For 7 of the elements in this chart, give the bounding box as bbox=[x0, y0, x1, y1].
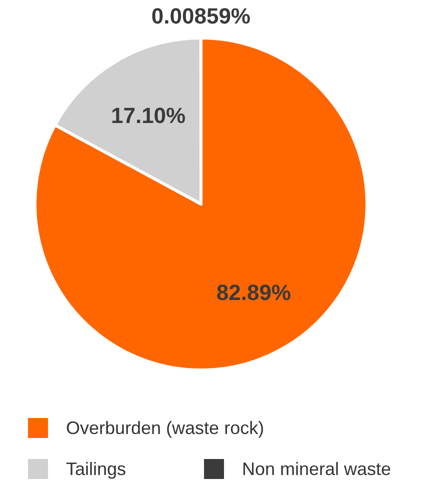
pie-slice bbox=[34, 36, 368, 372]
data-label: 82.89% bbox=[216, 280, 292, 305]
data-label: 0.00859% bbox=[151, 4, 250, 28]
data-label: 17.10% bbox=[110, 103, 186, 128]
legend-label: Non mineral waste bbox=[242, 459, 392, 479]
legend-label: Tailings bbox=[66, 459, 126, 479]
legend-label: Overburden (waste rock) bbox=[66, 418, 264, 438]
